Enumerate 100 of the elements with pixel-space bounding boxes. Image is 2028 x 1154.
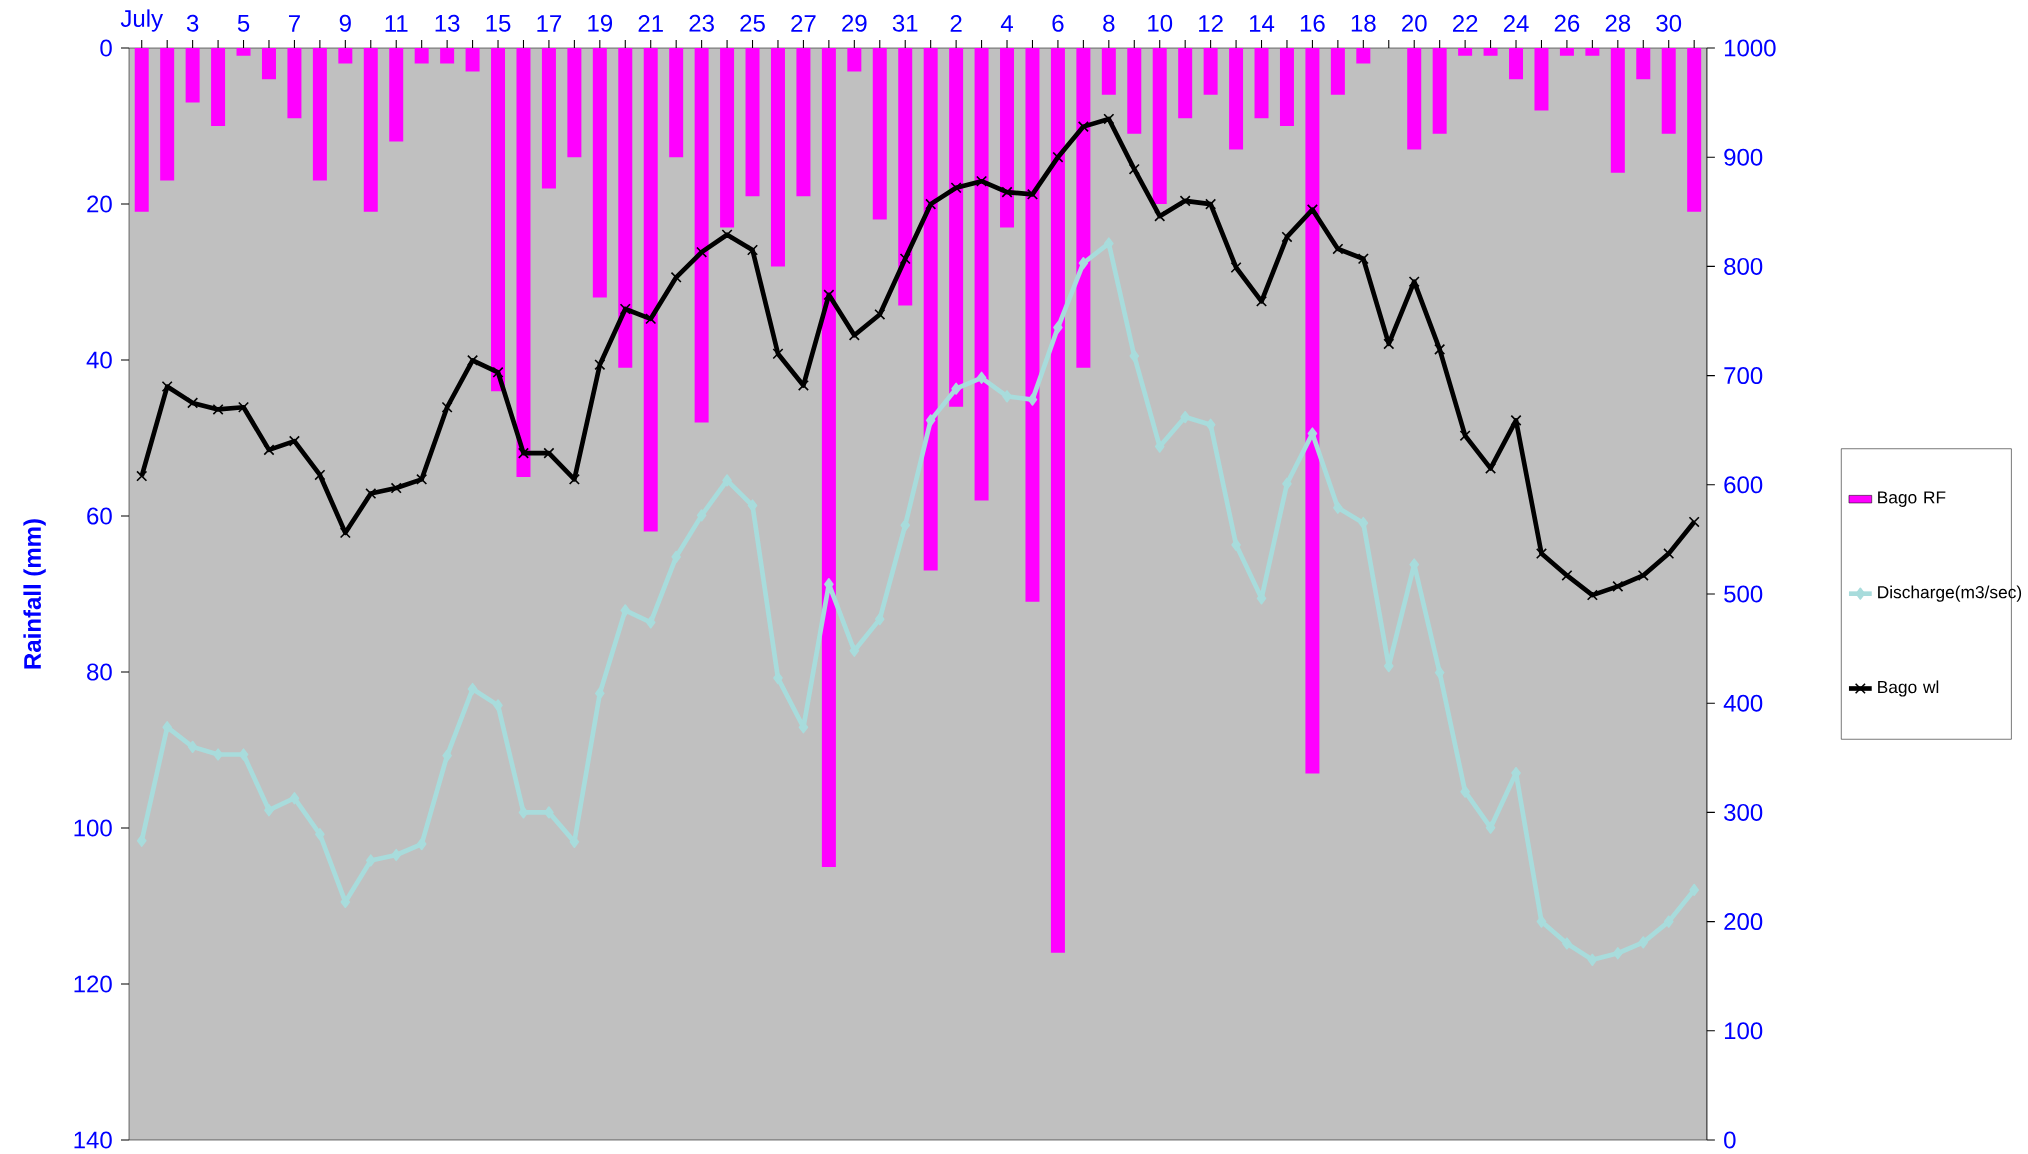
y2-tick-label: 500: [1724, 585, 1763, 603]
x-tick-label: 16: [1300, 14, 1325, 32]
x-tick-label: 31: [892, 14, 918, 32]
bar: [338, 48, 353, 64]
y2-tick-label: 200: [1724, 913, 1763, 931]
x-tick-label: 8: [1103, 14, 1115, 32]
bar: [720, 48, 735, 228]
x-tick-label: 13: [435, 14, 460, 32]
bar: [821, 48, 836, 868]
x-tick-label: 2: [950, 14, 962, 32]
x-tick-label: 4: [1000, 15, 1013, 32]
bar: [440, 48, 455, 64]
bar: [541, 48, 556, 189]
y-tick-label: 120: [74, 975, 112, 993]
bar: [1076, 48, 1091, 368]
x-tick-label: 19: [588, 14, 613, 32]
bar: [872, 48, 887, 220]
bar: [1127, 48, 1142, 134]
bar: [1254, 48, 1269, 119]
legend-label: Bago wl: [1878, 680, 1939, 697]
x-tick-label: 27: [791, 14, 816, 32]
bar: [1534, 48, 1549, 111]
bar: [694, 48, 709, 423]
x-tick-label: July: [120, 9, 164, 32]
bar: [1687, 48, 1702, 212]
x-tick-label: 5: [237, 14, 250, 32]
bar: [567, 48, 582, 158]
y2-tick-label: 600: [1724, 476, 1763, 494]
bar: [669, 48, 684, 158]
bar: [1203, 48, 1218, 95]
bar: [745, 48, 760, 197]
bar: [1000, 48, 1015, 228]
bar: [211, 48, 226, 127]
bar: [1025, 48, 1040, 602]
bar: [1356, 48, 1371, 64]
bar: [643, 48, 658, 532]
bar: [1050, 48, 1065, 953]
bar: [898, 48, 913, 306]
y-tick-label: 0: [100, 39, 112, 57]
bar: [923, 48, 938, 571]
x-tick-label: 9: [339, 14, 351, 32]
bar: [1661, 48, 1676, 134]
bar: [1330, 48, 1345, 95]
bar: [160, 48, 175, 181]
bar: [363, 48, 378, 212]
y-axis-title: Rainfall (mm): [23, 519, 46, 669]
y2-tick-label: 1000: [1724, 39, 1776, 57]
bar: [1458, 48, 1473, 56]
y2-tick-label: 900: [1724, 148, 1763, 166]
x-tick-label: 3: [186, 14, 199, 32]
bar: [185, 48, 200, 103]
bar: [847, 48, 862, 72]
y2-tick-label: 700: [1724, 367, 1763, 385]
x-tick-label: 11: [385, 15, 408, 32]
bar: [974, 48, 989, 501]
bar: [1229, 48, 1244, 150]
bar: [592, 48, 607, 298]
legend-label: Bago RF: [1878, 491, 1946, 507]
y-tick-label: 80: [87, 663, 112, 681]
x-tick-label: 22: [1452, 14, 1478, 32]
bar: [1432, 48, 1447, 134]
y2-tick-label: 100: [1724, 1022, 1763, 1040]
bar: [465, 48, 480, 72]
x-tick-label: 15: [486, 14, 511, 32]
bar: [1509, 48, 1524, 80]
y-tick-label: 40: [86, 351, 112, 369]
y2-tick-label: 400: [1723, 694, 1763, 712]
x-tick-label: 26: [1554, 14, 1580, 32]
bar: [1483, 48, 1498, 56]
y2-tick-label: 300: [1724, 803, 1763, 821]
bar: [491, 48, 506, 392]
bar: [134, 48, 149, 212]
bar: [1407, 48, 1422, 150]
bar: [618, 48, 633, 368]
y2-tick-label: 0: [1724, 1131, 1736, 1149]
bar: [1279, 48, 1294, 127]
bar: [516, 48, 531, 478]
x-tick-label: 14: [1249, 15, 1275, 32]
bar: [796, 48, 811, 197]
bar: [1152, 48, 1167, 205]
bar: [949, 48, 964, 407]
bar: [414, 48, 429, 64]
bar: [312, 48, 327, 181]
x-tick-label: 7: [288, 15, 300, 32]
bar: [287, 48, 302, 119]
x-tick-label: 23: [689, 14, 714, 32]
bar: [1559, 48, 1574, 56]
x-tick-label: 29: [842, 14, 867, 32]
bar: [1178, 48, 1193, 119]
x-tick-label: 28: [1605, 14, 1631, 32]
bar: [1101, 48, 1116, 95]
x-tick-label: 17: [537, 15, 562, 32]
y2-tick-label: 800: [1724, 257, 1763, 275]
x-tick-label: 21: [638, 14, 663, 32]
x-tick-label: 6: [1052, 14, 1064, 32]
bar: [1305, 48, 1320, 774]
x-tick-label: 18: [1351, 14, 1376, 32]
y-tick-label: 140: [74, 1131, 112, 1149]
x-tick-label: 10: [1148, 14, 1173, 32]
bar: [770, 48, 785, 267]
